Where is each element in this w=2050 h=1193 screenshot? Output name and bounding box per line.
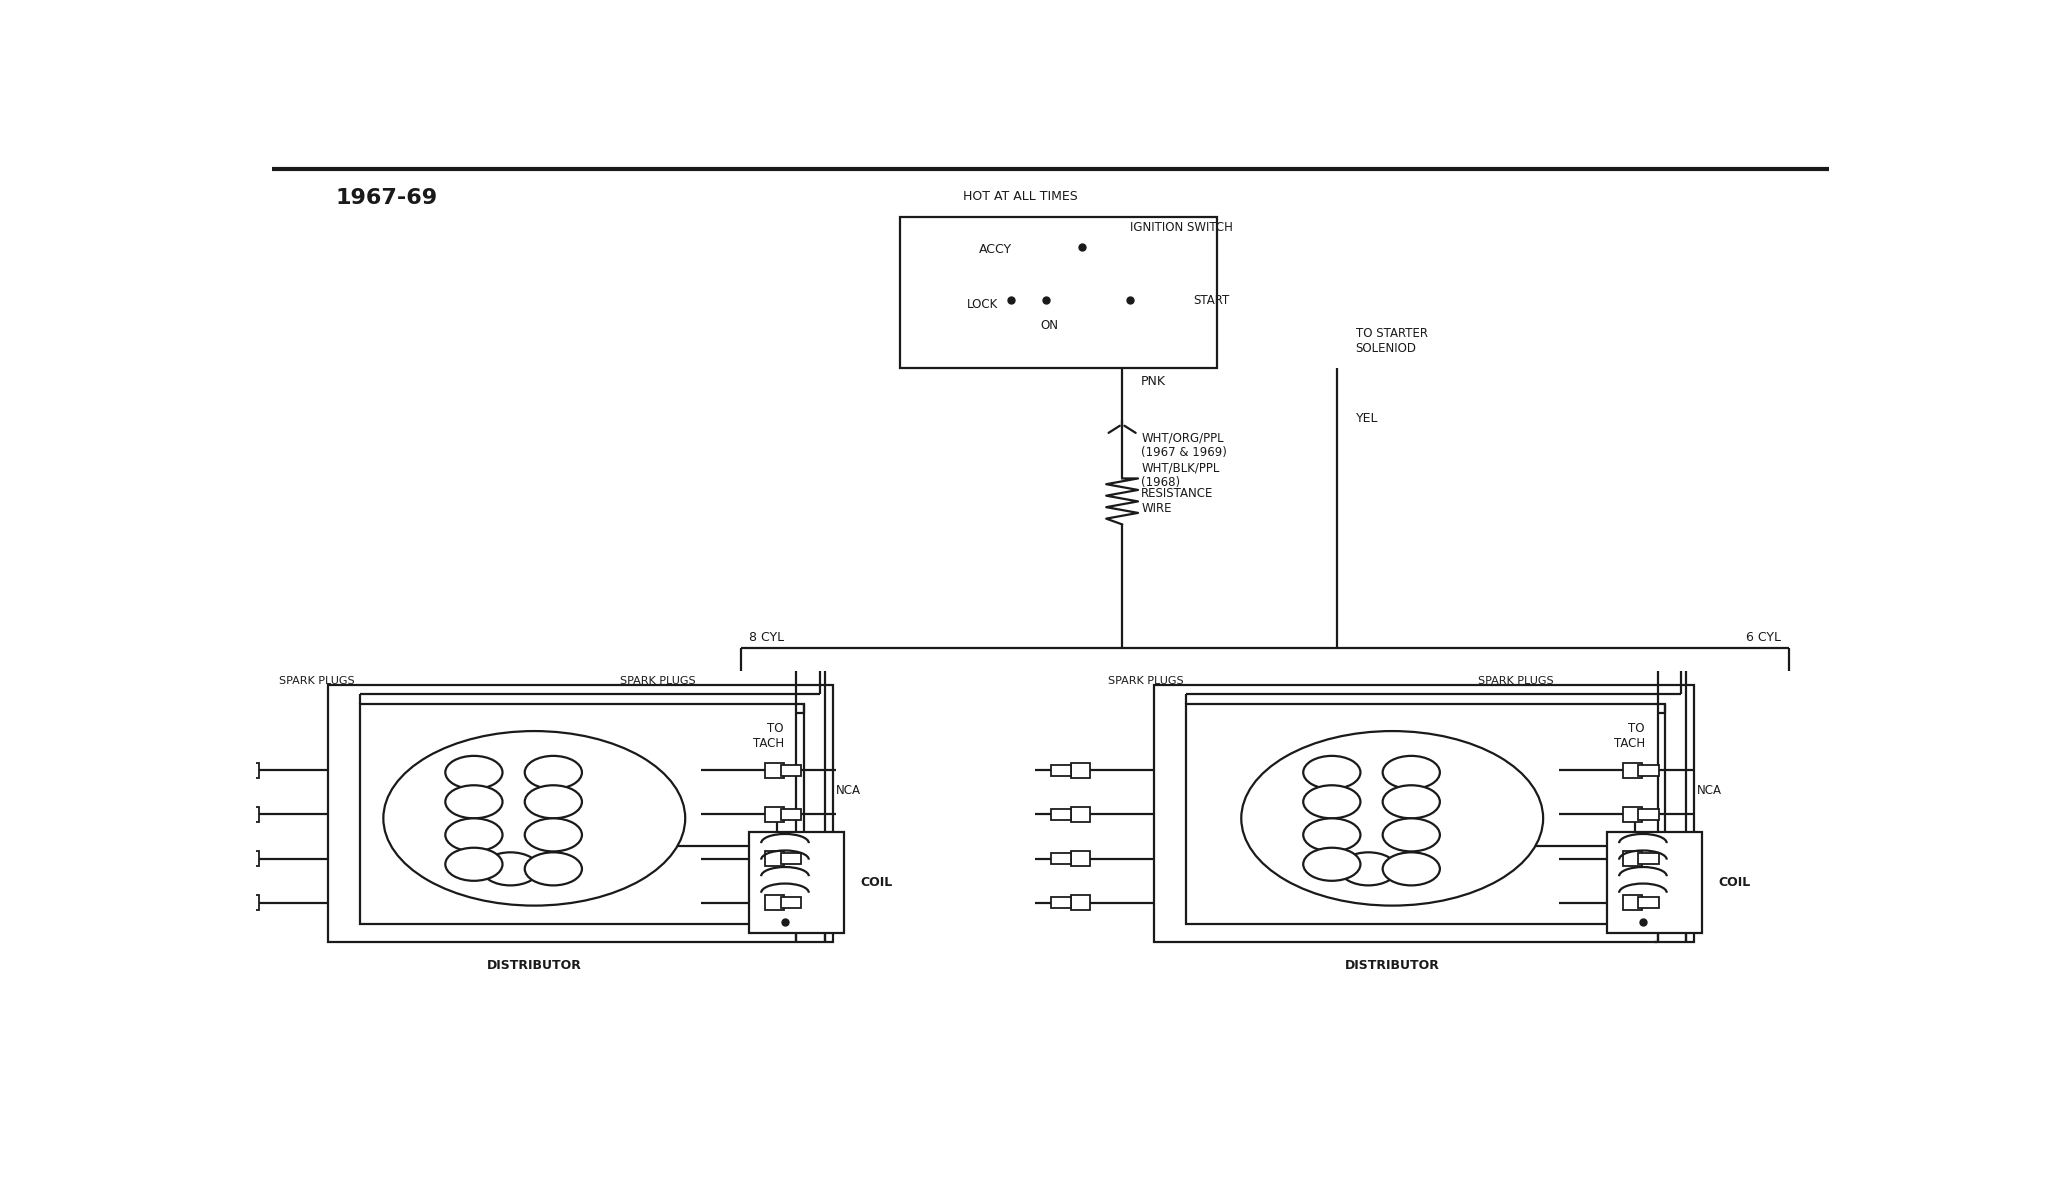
- Circle shape: [1382, 852, 1439, 885]
- Bar: [221, 897, 242, 908]
- Text: RESISTANCE
WIRE: RESISTANCE WIRE: [1142, 488, 1214, 515]
- Bar: [748, 833, 845, 933]
- Bar: [1050, 765, 1072, 775]
- Bar: [1154, 685, 1693, 942]
- Bar: [900, 217, 1218, 369]
- Text: YEL: YEL: [1355, 413, 1378, 425]
- Text: COIL: COIL: [1718, 876, 1751, 889]
- Circle shape: [445, 818, 502, 852]
- Bar: [221, 765, 242, 775]
- Bar: [1072, 764, 1091, 778]
- Circle shape: [383, 731, 685, 905]
- Bar: [1185, 704, 1665, 923]
- Circle shape: [1382, 818, 1439, 852]
- Text: 6 CYL: 6 CYL: [1747, 631, 1781, 644]
- Bar: [1072, 808, 1091, 822]
- Bar: [1638, 853, 1658, 864]
- Bar: [328, 685, 832, 942]
- Circle shape: [445, 785, 502, 818]
- Bar: [221, 809, 242, 820]
- Circle shape: [1382, 756, 1439, 789]
- Circle shape: [1304, 756, 1361, 789]
- Text: SPARK PLUGS: SPARK PLUGS: [621, 675, 697, 686]
- Text: START: START: [1193, 293, 1230, 307]
- Bar: [221, 853, 242, 864]
- Text: ACCY: ACCY: [978, 243, 1011, 256]
- Circle shape: [1304, 785, 1361, 818]
- Bar: [1638, 897, 1658, 908]
- Text: DISTRIBUTOR: DISTRIBUTOR: [1345, 959, 1439, 972]
- Text: ON: ON: [1039, 320, 1058, 333]
- Bar: [1624, 895, 1642, 910]
- Bar: [1072, 851, 1091, 866]
- Text: TO
TACH: TO TACH: [752, 722, 783, 749]
- Bar: [1607, 833, 1702, 933]
- Circle shape: [445, 756, 502, 789]
- Text: 8 CYL: 8 CYL: [748, 631, 783, 644]
- Text: LOCK: LOCK: [968, 298, 998, 311]
- Text: NCA: NCA: [836, 784, 861, 797]
- Circle shape: [482, 852, 539, 885]
- Text: WHT/ORG/PPL
(1967 & 1969)
WHT/BLK/PPL
(1968): WHT/ORG/PPL (1967 & 1969) WHT/BLK/PPL (1…: [1142, 431, 1228, 489]
- Text: 1967-69: 1967-69: [336, 188, 439, 209]
- Bar: [1072, 895, 1091, 910]
- Text: SPARK PLUGS: SPARK PLUGS: [1478, 675, 1554, 686]
- Circle shape: [525, 852, 582, 885]
- Bar: [1050, 853, 1072, 864]
- Text: IGNITION SWITCH: IGNITION SWITCH: [1130, 221, 1232, 234]
- Bar: [1624, 851, 1642, 866]
- Text: HOT AT ALL TIMES: HOT AT ALL TIMES: [964, 190, 1078, 203]
- Bar: [240, 895, 260, 910]
- Text: DISTRIBUTOR: DISTRIBUTOR: [486, 959, 582, 972]
- Circle shape: [1382, 785, 1439, 818]
- Bar: [781, 765, 802, 775]
- Bar: [765, 851, 783, 866]
- Circle shape: [525, 785, 582, 818]
- Circle shape: [525, 756, 582, 789]
- Bar: [359, 704, 804, 923]
- Text: SPARK PLUGS: SPARK PLUGS: [279, 675, 355, 686]
- Bar: [781, 809, 802, 820]
- Bar: [1050, 809, 1072, 820]
- Text: NCA: NCA: [1697, 784, 1722, 797]
- Bar: [1638, 765, 1658, 775]
- Circle shape: [445, 848, 502, 880]
- Circle shape: [525, 818, 582, 852]
- Bar: [781, 897, 802, 908]
- Bar: [240, 851, 260, 866]
- Bar: [765, 895, 783, 910]
- Text: TO
TACH: TO TACH: [1613, 722, 1644, 749]
- Circle shape: [1341, 852, 1396, 885]
- Circle shape: [1304, 848, 1361, 880]
- Bar: [781, 853, 802, 864]
- Bar: [765, 808, 783, 822]
- Bar: [1050, 897, 1072, 908]
- Bar: [765, 764, 783, 778]
- Bar: [240, 808, 260, 822]
- Bar: [240, 764, 260, 778]
- Bar: [1638, 809, 1658, 820]
- Circle shape: [1240, 731, 1544, 905]
- Text: SPARK PLUGS: SPARK PLUGS: [1109, 675, 1183, 686]
- Text: TO STARTER
SOLENIOD: TO STARTER SOLENIOD: [1355, 327, 1427, 354]
- Bar: [1624, 764, 1642, 778]
- Text: COIL: COIL: [861, 876, 892, 889]
- Text: PNK: PNK: [1142, 376, 1166, 389]
- Bar: [1624, 808, 1642, 822]
- Circle shape: [1304, 818, 1361, 852]
